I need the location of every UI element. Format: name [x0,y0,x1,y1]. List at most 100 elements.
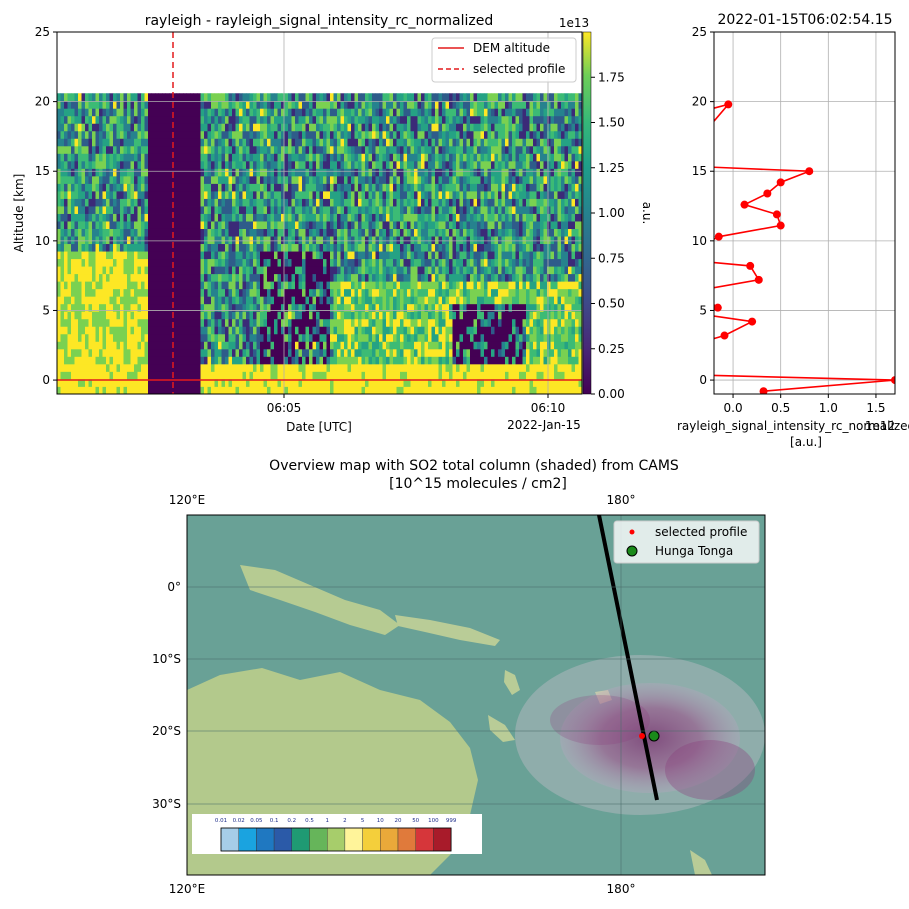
colorbar-ticks: 0.00 0.25 0.50 0.75 1.00 1.25 1.50 1.75 [591,70,625,401]
profile-ytick-label: 10 [692,234,707,248]
profile-x-ticks: 0.0 0.5 1.0 1.5 [724,394,885,415]
profile-xtick-label: 1.0 [819,401,838,415]
map-frame [186,514,766,876]
so2-scale-label: 50 [412,818,419,824]
so2-scale-swatch [362,827,381,852]
heatmap-ytick-label: 25 [35,25,50,39]
profile-point [776,178,785,187]
map-title-line2: [10^15 molecules / cm2] [389,476,567,492]
colorbar: 1e13 0.00 0.25 0.50 0.75 1.00 1.25 1.50 1.75 a.… [559,16,654,401]
so2-scale-label: 0.2 [287,818,296,824]
map-legend-hunga-tonga: Hunga Tonga [655,544,733,558]
profile-xlabel-units: [a.u.] [790,435,822,449]
heatmap-ytick-label: 0 [42,373,50,387]
profile-point [740,200,749,209]
profile-grid [714,31,895,394]
profile-xtick-label: 0.0 [724,401,743,415]
profile-point [772,210,781,219]
so2-scale-swatch [309,827,328,852]
heatmap-date-label: 2022-Jan-15 [507,418,581,432]
profile-ytick-label: 20 [692,95,707,109]
so2-scale-swatch [397,827,416,852]
profile-point [805,167,814,176]
solomon-islands-land [395,615,500,646]
so2-scale-label: 10 [377,818,384,824]
selected-profile-marker [639,733,645,739]
colorbar-tick-label: 0.25 [598,342,625,356]
colorbar-tick-label: 1.50 [598,116,625,130]
heatmap-ytick-label: 10 [35,234,50,248]
legend-selected-profile: selected profile [473,62,565,76]
so2-scale-label: 0.1 [270,818,279,824]
so2-scale-swatch [220,827,239,852]
profile-point [672,306,680,314]
heatmap-xtick-label: 06:10 [531,401,566,415]
profile-point [672,371,680,379]
heatmap-cells [57,93,582,394]
profile-point [754,275,763,284]
new-caledonia-land [488,715,515,742]
new-zealand-land [690,850,712,875]
map-lat-label-20s: 20°S [152,724,181,738]
so2-scale-label: 999 [446,818,457,824]
profile-xtick-label: 0.5 [771,401,790,415]
map-panel: Overview map with SO2 total column (shad… [152,458,766,896]
heatmap-ytick-label: 5 [42,303,50,317]
so2-scale-swatch [380,827,399,852]
profile-series [672,100,895,394]
so2-scale-swatch [433,827,452,852]
satellite-track [597,515,659,801]
map-legend: selected profile Hunga Tonga [613,520,760,564]
colorbar-tick-label: 0.50 [598,297,625,311]
map-lat-label-0: 0° [167,580,181,594]
profile-x-exponent: 1e12 [865,419,895,433]
so2-scale-label: 1 [325,818,329,824]
map-lon-label-top-120e: 120°E [169,493,206,507]
profile-point [746,261,755,270]
profile-point [672,162,680,170]
colorbar-tick-label: 1.00 [598,206,625,220]
vanuatu-land [504,670,520,695]
heatmap-ytick-label: 20 [35,95,50,109]
so2-scale-label: 0.05 [250,818,263,824]
profile-ytick-label: 0 [699,373,707,387]
so2-scale-label: 0.5 [305,818,314,824]
so2-scale-swatch [344,827,363,852]
so2-scale-swatch [291,827,310,852]
profile-point [714,303,722,312]
heatmap-title: rayleigh - rayleigh_signal_intensity_rc_… [145,13,494,29]
profile-point [724,100,733,109]
map-lon-label-bottom-120e: 120°E [169,882,206,896]
profile-panel: 2022-01-15T06:02:54.15 0 5 10 15 20 25 0.0 0.5… [672,12,909,449]
so2-scale-label: 100 [428,818,439,824]
heatmap-frame [56,31,583,395]
colorbar-tick-label: 1.25 [598,161,625,175]
profile-xtick-label: 1.5 [866,401,885,415]
profile-ytick-label: 25 [692,25,707,39]
profile-title: 2022-01-15T06:02:54.15 [717,12,892,28]
map-grid [187,515,765,875]
profile-point [891,376,895,385]
heatmap-ylabel: Altitude [km] [12,174,26,253]
heatmap-x-ticks: 06:05 06:10 [267,394,566,415]
colorbar-tick-label: 1.75 [598,70,625,84]
profile-point [681,112,689,120]
profile-point [759,387,768,394]
profile-y-ticks: 0 5 10 15 20 25 [692,25,714,387]
heatmap-panel: rayleigh - rayleigh_signal_intensity_rc_… [12,13,654,434]
so2-scale-swatch [415,827,434,852]
colorbar-tick-label: 0.75 [598,251,625,265]
so2-scale-label: 2 [343,818,347,824]
map-lat-label-30s: 30°S [152,797,181,811]
colorbar-exponent: 1e13 [559,16,589,30]
so2-scale-swatch [238,827,257,852]
map-lon-label-bottom-180: 180° [607,882,636,896]
heatmap-xtick-label: 06:05 [267,401,302,415]
profile-line [714,102,895,393]
profile-ytick-label: 15 [692,164,707,178]
profile-point [763,189,772,198]
so2-scale-label: 20 [395,818,402,824]
so2-scale-swatches: 0.01 0.02 0.05 0.1 0.2 0.5 1 2 5 10 20 50 100 999 [215,818,457,852]
profile-point [776,221,785,230]
